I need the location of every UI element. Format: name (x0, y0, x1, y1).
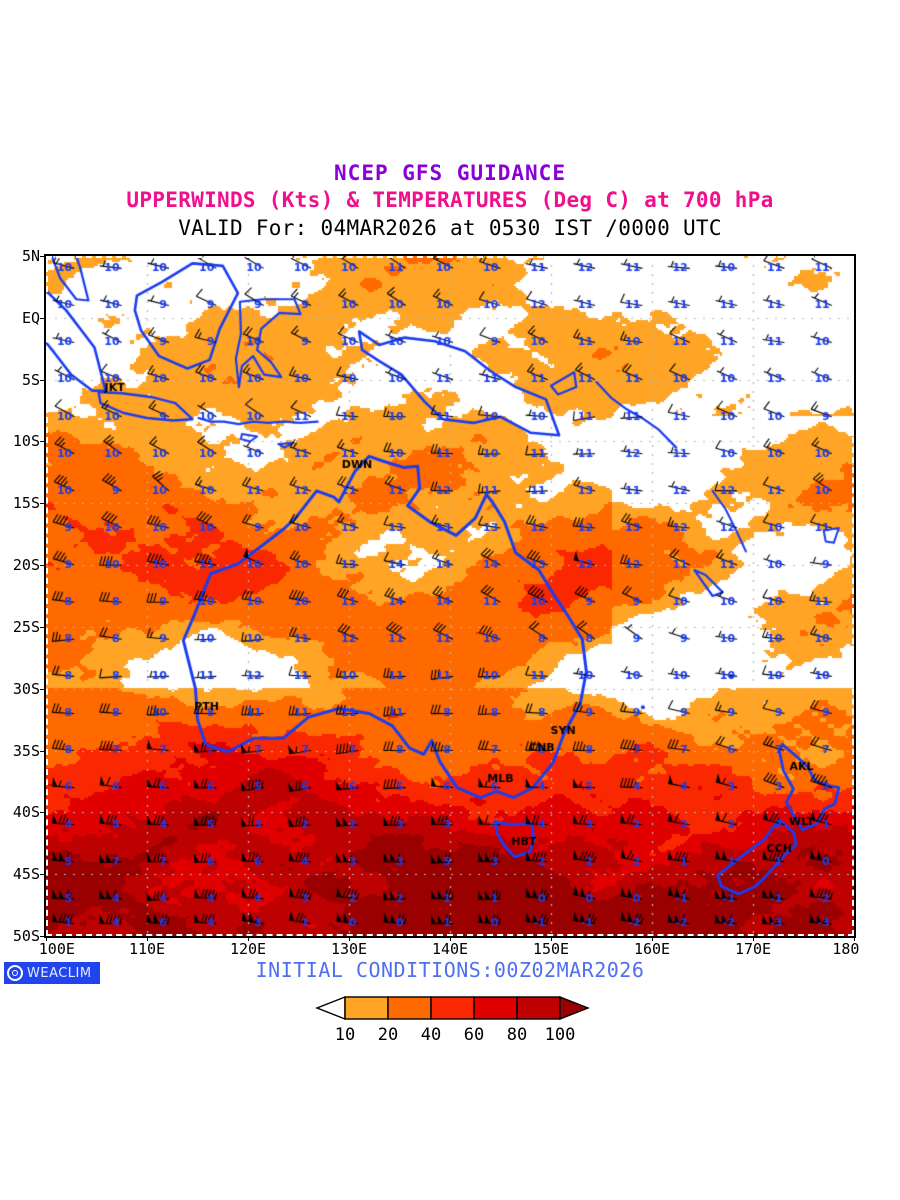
longitude-tick (248, 936, 249, 941)
latitude-tick-label: 40S (12, 803, 40, 822)
latitude-tick-label: 20S (12, 556, 40, 575)
title-valid-time: VALID For: 04MAR2026 at 0530 IST /0000 U… (178, 216, 722, 240)
colorbar-swatches (305, 995, 595, 1025)
weaclim-logo[interactable]: WEACLIM (4, 962, 100, 984)
colorbar-tick-labels: 10 20 40 60 80 100 (305, 1025, 595, 1049)
title-block: NCEP GFS GUIDANCE UPPERWINDS (Kts) & TEM… (0, 160, 900, 242)
latitude-tick (40, 812, 46, 814)
latitude-tick (40, 441, 46, 443)
colorbar-level-100: 100 (544, 1025, 576, 1045)
longitude-tick (147, 936, 148, 941)
longitude-tick (753, 936, 754, 941)
longitude-axis: 100E 110E 120E 130E 140E 150E 160E 170E 180 (39, 936, 859, 964)
latitude-tick-label: 30S (12, 679, 40, 698)
latitude-tick (40, 874, 46, 876)
latitude-tick (40, 317, 46, 319)
colorbar-level-80: 80 (506, 1025, 528, 1045)
colorbar-band-60 (473, 996, 518, 1020)
latitude-tick-label: 35S (12, 741, 40, 760)
title-model: NCEP GFS GUIDANCE (334, 161, 566, 185)
colorbar-over-arrow (559, 995, 590, 1021)
longitude-tick-label: 110E (128, 940, 166, 958)
longitude-tick (46, 936, 47, 941)
latitude-tick (40, 565, 46, 567)
latitude-tick (40, 626, 46, 628)
latitude-tick-label: 50S (12, 927, 40, 945)
longitude-tick-label: 120E (229, 940, 267, 958)
colorbar-level-60: 60 (463, 1025, 485, 1045)
colorbar-svg (315, 995, 590, 1021)
latitude-tick (40, 379, 46, 381)
longitude-tick (652, 936, 653, 941)
plot-frame (44, 254, 856, 938)
latitude-tick (40, 256, 46, 257)
colorbar-band-40 (430, 996, 475, 1020)
longitude-tick (551, 936, 552, 941)
longitude-tick (349, 936, 350, 941)
longitude-tick-label: 170E (734, 940, 772, 958)
longitude-tick-label: 160E (633, 940, 671, 958)
colorbar: 10 20 40 60 80 100 (0, 995, 900, 1049)
longitude-tick-label: 130E (330, 940, 368, 958)
longitude-tick-label: 140E (431, 940, 469, 958)
colorbar-level-20: 20 (377, 1025, 399, 1045)
title-parameter: UPPERWINDS (Kts) & TEMPERATURES (Deg C) … (126, 188, 774, 212)
colorbar-level-10: 10 (334, 1025, 356, 1045)
temperature-wind-field (46, 256, 854, 936)
latitude-tick-label: 10S (12, 432, 40, 451)
map-plot-area[interactable] (46, 256, 854, 936)
weaclim-circle-icon (7, 965, 23, 981)
latitude-tick-label: 15S (12, 494, 40, 513)
colorbar-band-80 (516, 996, 561, 1020)
longitude-tick-label: 150E (532, 940, 570, 958)
latitude-tick (40, 750, 46, 752)
initial-conditions-label: INITIAL CONDITIONS:00Z02MAR2026 (255, 958, 645, 982)
latitude-tick (40, 688, 46, 690)
colorbar-under-arrow (315, 995, 346, 1021)
latitude-tick (40, 936, 46, 937)
latitude-tick-label: EQ (21, 308, 40, 327)
weaclim-label: WEACLIM (27, 965, 92, 981)
latitude-tick-label: 5S (21, 370, 40, 389)
colorbar-band-10 (344, 996, 389, 1020)
longitude-tick-label: 180 (832, 940, 860, 958)
colorbar-band-20 (387, 996, 432, 1020)
latitude-tick-label: 45S (12, 865, 40, 884)
latitude-tick-label: 25S (12, 617, 40, 636)
latitude-tick (40, 503, 46, 505)
latitude-axis: 5N EQ 5S 10S 15S 20S 25S 30S 35S 40S 45S 50S (0, 247, 46, 945)
colorbar-level-40: 40 (420, 1025, 442, 1045)
longitude-tick (450, 936, 451, 941)
longitude-tick (854, 936, 855, 941)
latitude-tick-label: 5N (21, 247, 40, 265)
longitude-tick-label: 100E (38, 940, 75, 958)
